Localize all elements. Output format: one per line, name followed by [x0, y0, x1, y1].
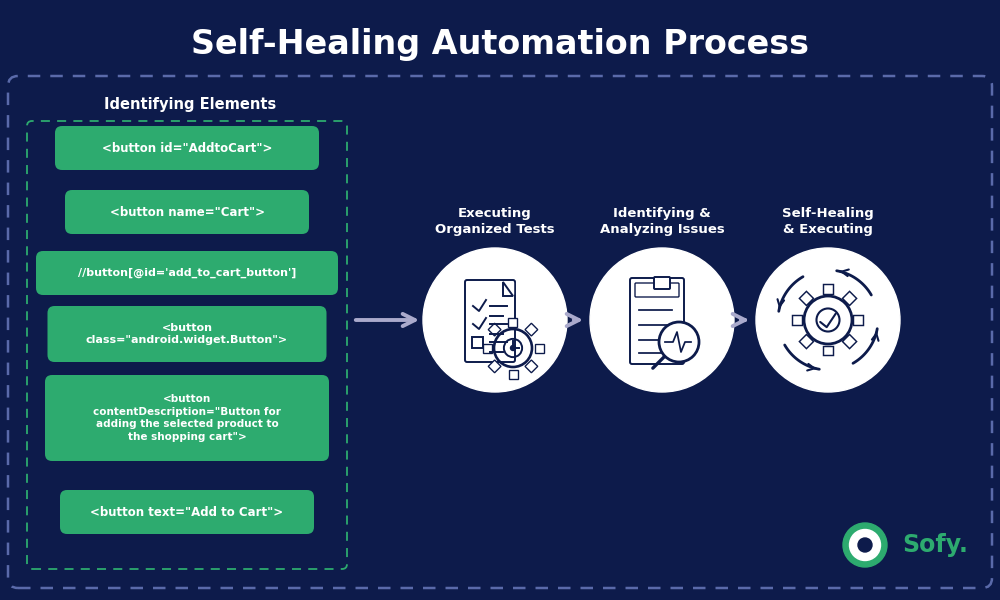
Text: Identifying Elements: Identifying Elements [104, 97, 276, 113]
Bar [792, 315, 802, 325]
FancyBboxPatch shape [465, 280, 515, 362]
Bar [525, 323, 538, 336]
Text: Self-Healing
& Executing: Self-Healing & Executing [782, 206, 874, 236]
Text: Identifying &
Analyzing Issues: Identifying & Analyzing Issues [600, 206, 724, 236]
Circle shape [756, 248, 900, 392]
Bar [482, 343, 492, 352]
Text: Sofy.: Sofy. [902, 533, 968, 557]
Bar [472, 337, 483, 348]
Bar [842, 334, 857, 349]
FancyBboxPatch shape [60, 490, 314, 534]
Circle shape [423, 248, 567, 392]
Bar [823, 346, 833, 355]
Text: //button[@id='add_to_cart_button']: //button[@id='add_to_cart_button'] [78, 268, 296, 278]
Circle shape [511, 346, 516, 350]
Bar [823, 284, 833, 295]
Bar [488, 323, 501, 336]
Bar [799, 334, 814, 349]
Text: Self-Healing Automation Process: Self-Healing Automation Process [191, 28, 809, 61]
Circle shape [660, 323, 698, 361]
Circle shape [858, 538, 872, 552]
FancyBboxPatch shape [48, 306, 326, 362]
Text: <button text="Add to Cart">: <button text="Add to Cart"> [90, 505, 284, 518]
Bar [488, 360, 501, 373]
Circle shape [590, 248, 734, 392]
Circle shape [843, 523, 887, 567]
Bar [842, 292, 857, 305]
Circle shape [850, 529, 881, 560]
Bar [508, 317, 517, 326]
Polygon shape [503, 282, 513, 294]
Bar [534, 343, 544, 353]
FancyBboxPatch shape [55, 126, 319, 170]
FancyBboxPatch shape [36, 251, 338, 295]
Bar [525, 360, 538, 373]
Bar [853, 315, 863, 325]
FancyBboxPatch shape [65, 190, 309, 234]
FancyBboxPatch shape [635, 283, 679, 297]
Text: Executing
Organized Tests: Executing Organized Tests [435, 206, 555, 236]
FancyBboxPatch shape [45, 375, 329, 461]
Bar [509, 370, 518, 379]
Text: <button id="AddtoCart">: <button id="AddtoCart"> [102, 142, 272, 155]
FancyBboxPatch shape [654, 277, 670, 289]
Text: <button name="Cart">: <button name="Cart"> [110, 205, 264, 218]
Text: <button
class="android.widget.Button">: <button class="android.widget.Button"> [86, 323, 288, 345]
Bar [799, 292, 814, 305]
Text: <button
contentDescription="Button for
adding the selected product to
the shoppi: <button contentDescription="Button for a… [93, 394, 281, 442]
FancyBboxPatch shape [630, 278, 684, 364]
